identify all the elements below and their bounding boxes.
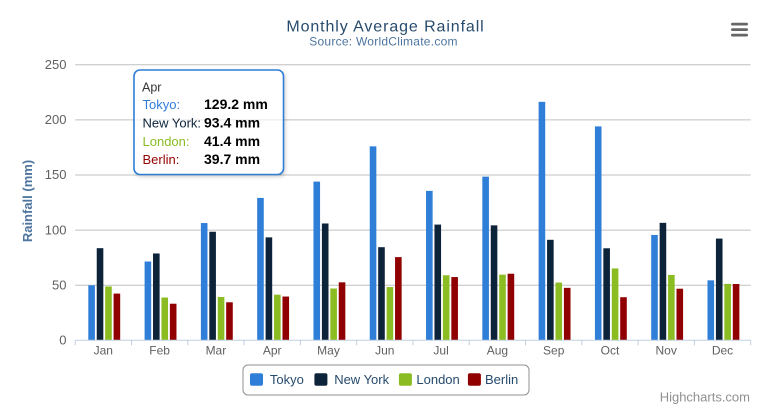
svg-text:Highcharts.com: Highcharts.com bbox=[660, 390, 750, 405]
svg-text:Tokyo: Tokyo bbox=[270, 372, 304, 387]
svg-text:Berlin: Berlin bbox=[485, 372, 518, 387]
svg-text:Dec: Dec bbox=[712, 344, 733, 358]
svg-text:Nov: Nov bbox=[656, 344, 677, 358]
svg-text:200: 200 bbox=[45, 112, 67, 127]
svg-text:Jul: Jul bbox=[433, 344, 448, 358]
svg-text:100: 100 bbox=[45, 222, 67, 237]
svg-text:Source: WorldClimate.com: Source: WorldClimate.com bbox=[309, 35, 458, 49]
svg-text:41.4 mm: 41.4 mm bbox=[204, 133, 260, 149]
svg-text:Apr: Apr bbox=[263, 344, 282, 358]
svg-text:39.7 mm: 39.7 mm bbox=[204, 151, 260, 167]
svg-text:Jan: Jan bbox=[94, 344, 113, 358]
svg-text:Oct: Oct bbox=[601, 344, 620, 358]
svg-text:150: 150 bbox=[45, 167, 67, 182]
svg-text:Jun: Jun bbox=[375, 344, 394, 358]
svg-text:Feb: Feb bbox=[149, 344, 170, 358]
svg-text:Sep: Sep bbox=[543, 344, 565, 358]
svg-text:Tokyo:: Tokyo: bbox=[143, 97, 181, 112]
svg-text:New York:: New York: bbox=[143, 116, 202, 131]
svg-text:New York: New York bbox=[334, 372, 389, 387]
svg-text:Aug: Aug bbox=[487, 344, 508, 358]
svg-text:Monthly Average Rainfall: Monthly Average Rainfall bbox=[286, 19, 484, 36]
svg-text:May: May bbox=[317, 344, 340, 358]
svg-text:Apr: Apr bbox=[142, 80, 161, 94]
svg-text:London: London bbox=[416, 372, 459, 387]
svg-text:Berlin:: Berlin: bbox=[143, 152, 180, 167]
svg-text:50: 50 bbox=[52, 277, 66, 292]
svg-text:Mar: Mar bbox=[206, 344, 227, 358]
svg-text:London:: London: bbox=[143, 134, 190, 149]
svg-text:250: 250 bbox=[45, 57, 67, 72]
svg-text:129.2 mm: 129.2 mm bbox=[204, 96, 268, 112]
svg-text:0: 0 bbox=[59, 333, 66, 348]
svg-text:93.4 mm: 93.4 mm bbox=[204, 115, 260, 131]
svg-text:Rainfall (mm): Rainfall (mm) bbox=[20, 160, 35, 242]
